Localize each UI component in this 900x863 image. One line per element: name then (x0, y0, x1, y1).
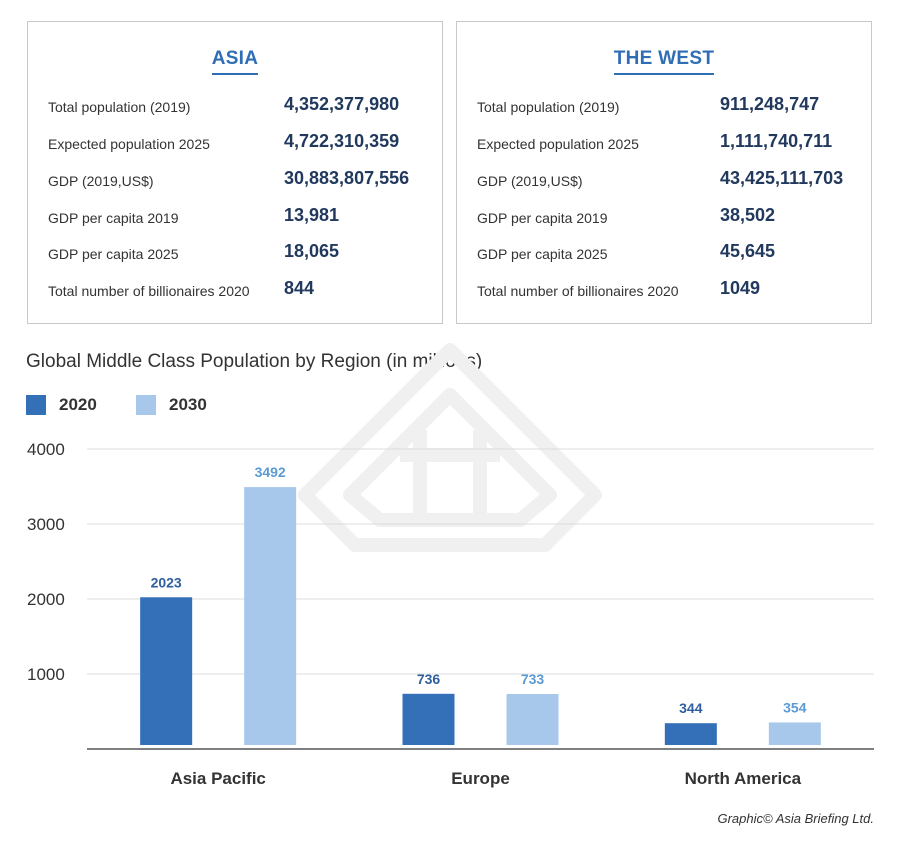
west-stats-panel: THE WEST Total population (2019) 911,248… (456, 21, 872, 324)
watermark-logo-icon (298, 343, 602, 552)
stat-row: GDP per capita 2019 38,502 (477, 205, 861, 229)
y-tick-label: 4000 (27, 440, 65, 459)
stat-row: Total number of billionaires 2020 844 (48, 278, 432, 302)
stat-value: 844 (284, 278, 315, 298)
bar-2030 (768, 722, 821, 745)
category-label: Asia Pacific (170, 769, 265, 788)
stat-label: GDP (2019,US$) (48, 173, 154, 189)
legend-label-2030: 2030 (169, 395, 207, 414)
stat-value: 1,111,740,711 (720, 131, 833, 151)
stat-label: GDP per capita 2025 (48, 246, 179, 262)
graphic-credit: Graphic© Asia Briefing Ltd. (717, 811, 874, 826)
stat-label: GDP per capita 2019 (477, 210, 608, 226)
stat-row: GDP per capita 2025 45,645 (477, 241, 861, 265)
stat-row: GDP (2019,US$) 30,883,807,556 (48, 168, 432, 192)
stat-label: Total number of billionaires 2020 (477, 283, 679, 299)
stat-label: Total number of billionaires 2020 (48, 283, 250, 299)
west-panel-title: THE WEST (457, 48, 871, 75)
stat-label: Expected population 2025 (477, 136, 639, 152)
stat-label: Total population (2019) (48, 99, 191, 115)
stat-row: Total population (2019) 911,248,747 (477, 94, 861, 118)
bars (140, 487, 821, 745)
stat-value: 911,248,747 (720, 94, 820, 114)
grid-lines (87, 448, 874, 750)
data-label-2030: 354 (783, 699, 807, 715)
stat-row: Total population (2019) 4,352,377,980 (48, 94, 432, 118)
stat-value: 4,722,310,359 (284, 131, 400, 151)
chart-title: Global Middle Class Population by Region… (26, 351, 483, 372)
stat-label: GDP per capita 2025 (477, 246, 608, 262)
stat-row: Total number of billionaires 2020 1049 (477, 278, 861, 302)
stat-value: 43,425,111,703 (720, 168, 844, 188)
data-label-2030: 3492 (255, 464, 286, 480)
stat-value: 45,645 (720, 241, 776, 261)
y-tick-label: 3000 (27, 515, 65, 534)
legend-label-2020: 2020 (59, 395, 97, 414)
data-label-2030: 733 (521, 671, 545, 687)
stat-label: GDP per capita 2019 (48, 210, 179, 226)
legend-swatch-2020 (26, 395, 46, 415)
category-labels: Asia Pacific Europe North America (170, 769, 801, 788)
asia-panel-title: ASIA (28, 48, 442, 75)
y-tick-label: 1000 (27, 665, 65, 684)
stat-label: Expected population 2025 (48, 136, 210, 152)
y-axis-ticks: 1000 2000 3000 4000 (27, 440, 65, 684)
bar-2030 (244, 487, 297, 745)
stat-row: Expected population 2025 1,111,740,711 (477, 131, 861, 155)
data-label-2020: 2023 (151, 574, 182, 590)
bar-2020 (664, 723, 717, 745)
stat-row: GDP (2019,US$) 43,425,111,703 (477, 168, 861, 192)
data-label-2020: 736 (417, 671, 441, 687)
bar-2030 (506, 694, 559, 745)
data-labels: 2023 3492 736 733 344 354 (151, 464, 807, 716)
stat-value: 38,502 (720, 205, 776, 225)
stat-row: GDP per capita 2019 13,981 (48, 205, 432, 229)
bar-2020 (402, 693, 455, 745)
stat-label: Total population (2019) (477, 99, 620, 115)
stat-value: 18,065 (284, 241, 340, 261)
data-label-2020: 344 (679, 700, 703, 716)
category-label: North America (685, 769, 802, 788)
stat-value: 4,352,377,980 (284, 94, 400, 114)
stat-row: GDP per capita 2025 18,065 (48, 241, 432, 265)
stat-label: GDP (2019,US$) (477, 173, 583, 189)
stat-value: 13,981 (284, 205, 340, 225)
stat-value: 30,883,807,556 (284, 168, 410, 188)
legend-swatch-2030 (136, 395, 156, 415)
bar-2020 (140, 597, 193, 745)
y-tick-label: 2000 (27, 590, 65, 609)
stat-row: Expected population 2025 4,722,310,359 (48, 131, 432, 155)
stat-value: 1049 (720, 278, 761, 298)
category-label: Europe (451, 769, 510, 788)
asia-stats-panel: ASIA Total population (2019) 4,352,377,9… (27, 21, 443, 324)
